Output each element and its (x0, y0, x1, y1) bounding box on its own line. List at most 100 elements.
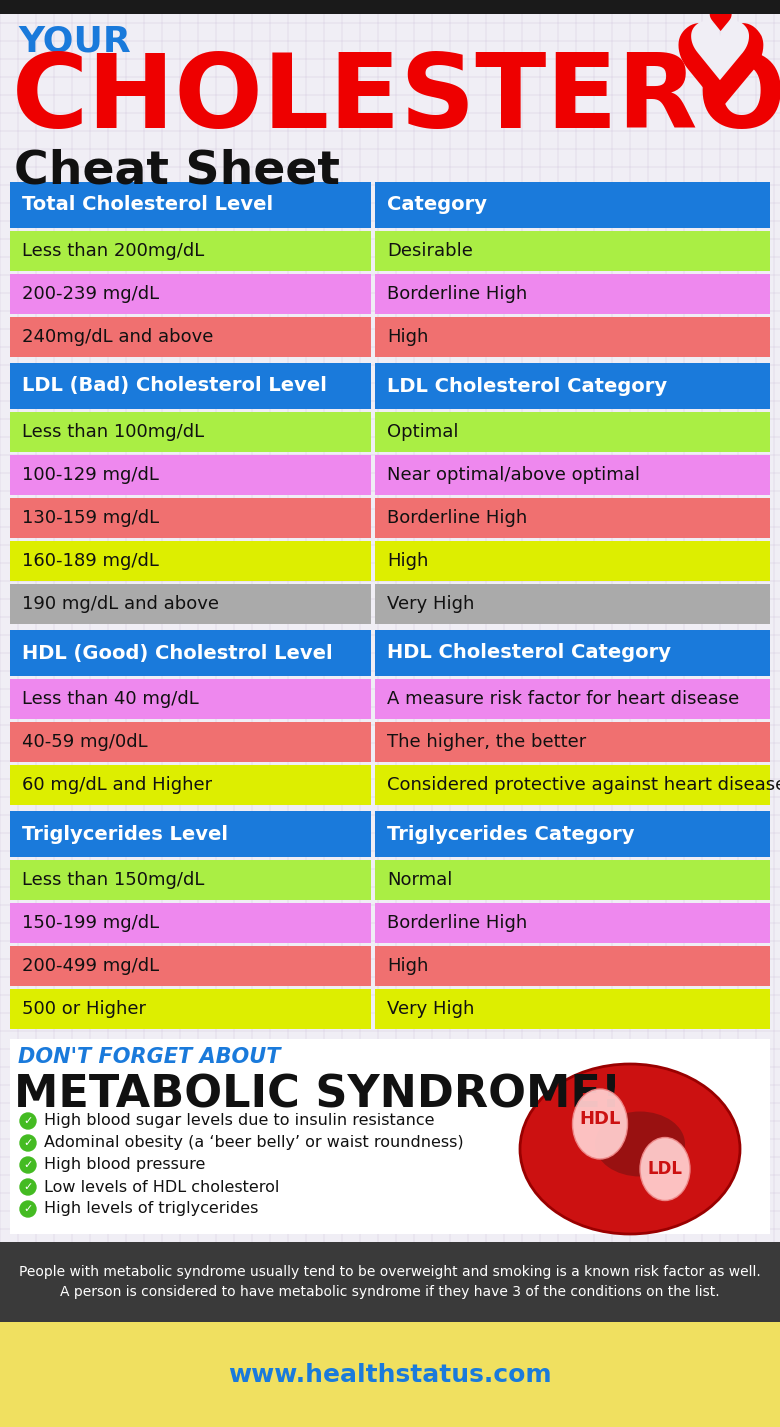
Bar (10, 722, 371, 762)
Text: ♥: ♥ (667, 19, 773, 134)
Bar (375, 989, 770, 1029)
Text: HDL Cholesterol Category: HDL Cholesterol Category (387, 644, 671, 662)
Text: YOUR: YOUR (18, 26, 131, 59)
Bar (10, 989, 371, 1029)
Text: CHOLESTEROL: CHOLESTEROL (12, 49, 780, 150)
Bar (10, 765, 371, 805)
Bar (375, 765, 770, 805)
Ellipse shape (595, 1112, 685, 1176)
Text: ✓: ✓ (23, 1116, 33, 1126)
Bar (10, 317, 371, 357)
Bar (10, 231, 371, 271)
Text: Borderline High: Borderline High (387, 915, 527, 932)
Text: 200-239 mg/dL: 200-239 mg/dL (22, 285, 159, 303)
Text: Less than 40 mg/dL: Less than 40 mg/dL (22, 691, 199, 708)
Bar (0, 0, 780, 14)
Bar (375, 722, 770, 762)
Bar (375, 498, 770, 538)
Bar (375, 274, 770, 314)
Text: Considered protective against heart disease: Considered protective against heart dise… (387, 776, 780, 793)
Bar (375, 412, 770, 452)
Bar (375, 584, 770, 624)
Text: The higher, the better: The higher, the better (387, 733, 587, 751)
Text: 240mg/dL and above: 240mg/dL and above (22, 328, 214, 345)
Text: Very High: Very High (387, 1000, 474, 1017)
Bar (10, 860, 371, 900)
Text: Less than 100mg/dL: Less than 100mg/dL (22, 422, 204, 441)
Bar (10, 183, 371, 228)
Text: High levels of triglycerides: High levels of triglycerides (44, 1202, 258, 1216)
Bar (10, 584, 371, 624)
Text: METABOLIC SYNDROME!: METABOLIC SYNDROME! (14, 1073, 621, 1116)
Text: High blood sugar levels due to insulin resistance: High blood sugar levels due to insulin r… (44, 1113, 434, 1129)
Circle shape (20, 1134, 36, 1152)
Text: A measure risk factor for heart disease: A measure risk factor for heart disease (387, 691, 739, 708)
Bar (375, 231, 770, 271)
Text: High: High (387, 328, 428, 345)
Circle shape (20, 1157, 36, 1173)
Text: www.healthstatus.com: www.healthstatus.com (229, 1363, 551, 1387)
Bar (10, 1039, 770, 1234)
Text: Category: Category (387, 195, 487, 214)
Text: People with metabolic syndrome usually tend to be overweight and smoking is a kn: People with metabolic syndrome usually t… (20, 1264, 760, 1279)
Bar (10, 811, 371, 858)
Text: ✓: ✓ (23, 1182, 33, 1192)
Ellipse shape (640, 1137, 690, 1200)
Text: Borderline High: Borderline High (387, 509, 527, 527)
Text: Very High: Very High (387, 595, 474, 614)
Text: Triglycerides Level: Triglycerides Level (22, 825, 228, 843)
Bar (375, 362, 770, 410)
Text: ♥: ♥ (684, 19, 756, 97)
Bar (10, 274, 371, 314)
Text: Low levels of HDL cholesterol: Low levels of HDL cholesterol (44, 1180, 279, 1194)
Text: ✓: ✓ (23, 1137, 33, 1147)
Text: HDL: HDL (580, 1110, 621, 1127)
Text: ✓: ✓ (23, 1160, 33, 1170)
Bar (375, 679, 770, 719)
Circle shape (20, 1179, 36, 1194)
Text: Less than 150mg/dL: Less than 150mg/dL (22, 870, 204, 889)
Text: Total Cholesterol Level: Total Cholesterol Level (22, 195, 273, 214)
Text: 100-129 mg/dL: 100-129 mg/dL (22, 467, 159, 484)
Bar (10, 679, 371, 719)
Bar (10, 903, 371, 943)
Ellipse shape (520, 1065, 740, 1234)
Bar (375, 860, 770, 900)
Text: Borderline High: Borderline High (387, 285, 527, 303)
Text: Less than 200mg/dL: Less than 200mg/dL (22, 243, 204, 260)
Text: 150-199 mg/dL: 150-199 mg/dL (22, 915, 159, 932)
Text: ♥: ♥ (707, 9, 734, 37)
Text: Adominal obesity (a ‘beer belly’ or waist roundness): Adominal obesity (a ‘beer belly’ or wais… (44, 1136, 463, 1150)
Bar (10, 362, 371, 410)
Bar (375, 903, 770, 943)
Bar (375, 629, 770, 676)
Bar (375, 946, 770, 986)
Ellipse shape (573, 1089, 627, 1159)
Bar (375, 541, 770, 581)
Text: 40-59 mg/0dL: 40-59 mg/0dL (22, 733, 147, 751)
Bar (375, 455, 770, 495)
Text: DON'T FORGET ABOUT: DON'T FORGET ABOUT (18, 1047, 281, 1067)
Text: Optimal: Optimal (387, 422, 459, 441)
Text: A person is considered to have metabolic syndrome if they have 3 of the conditio: A person is considered to have metabolic… (60, 1284, 720, 1299)
Text: 160-189 mg/dL: 160-189 mg/dL (22, 552, 159, 569)
Text: 500 or Higher: 500 or Higher (22, 1000, 146, 1017)
Bar (375, 183, 770, 228)
Text: 200-499 mg/dL: 200-499 mg/dL (22, 958, 159, 975)
Bar (10, 541, 371, 581)
Bar (10, 629, 371, 676)
Text: HDL (Good) Cholestrol Level: HDL (Good) Cholestrol Level (22, 644, 332, 662)
Text: Near optimal/above optimal: Near optimal/above optimal (387, 467, 640, 484)
Bar (10, 455, 371, 495)
Text: High blood pressure: High blood pressure (44, 1157, 205, 1173)
Bar (10, 946, 371, 986)
Bar (10, 412, 371, 452)
Text: Normal: Normal (387, 870, 452, 889)
Text: 190 mg/dL and above: 190 mg/dL and above (22, 595, 219, 614)
Circle shape (20, 1202, 36, 1217)
Bar (375, 811, 770, 858)
Text: Triglycerides Category: Triglycerides Category (387, 825, 634, 843)
Text: LDL (Bad) Cholesterol Level: LDL (Bad) Cholesterol Level (22, 377, 327, 395)
Text: ✓: ✓ (23, 1204, 33, 1214)
Bar (0, 1241, 780, 1321)
